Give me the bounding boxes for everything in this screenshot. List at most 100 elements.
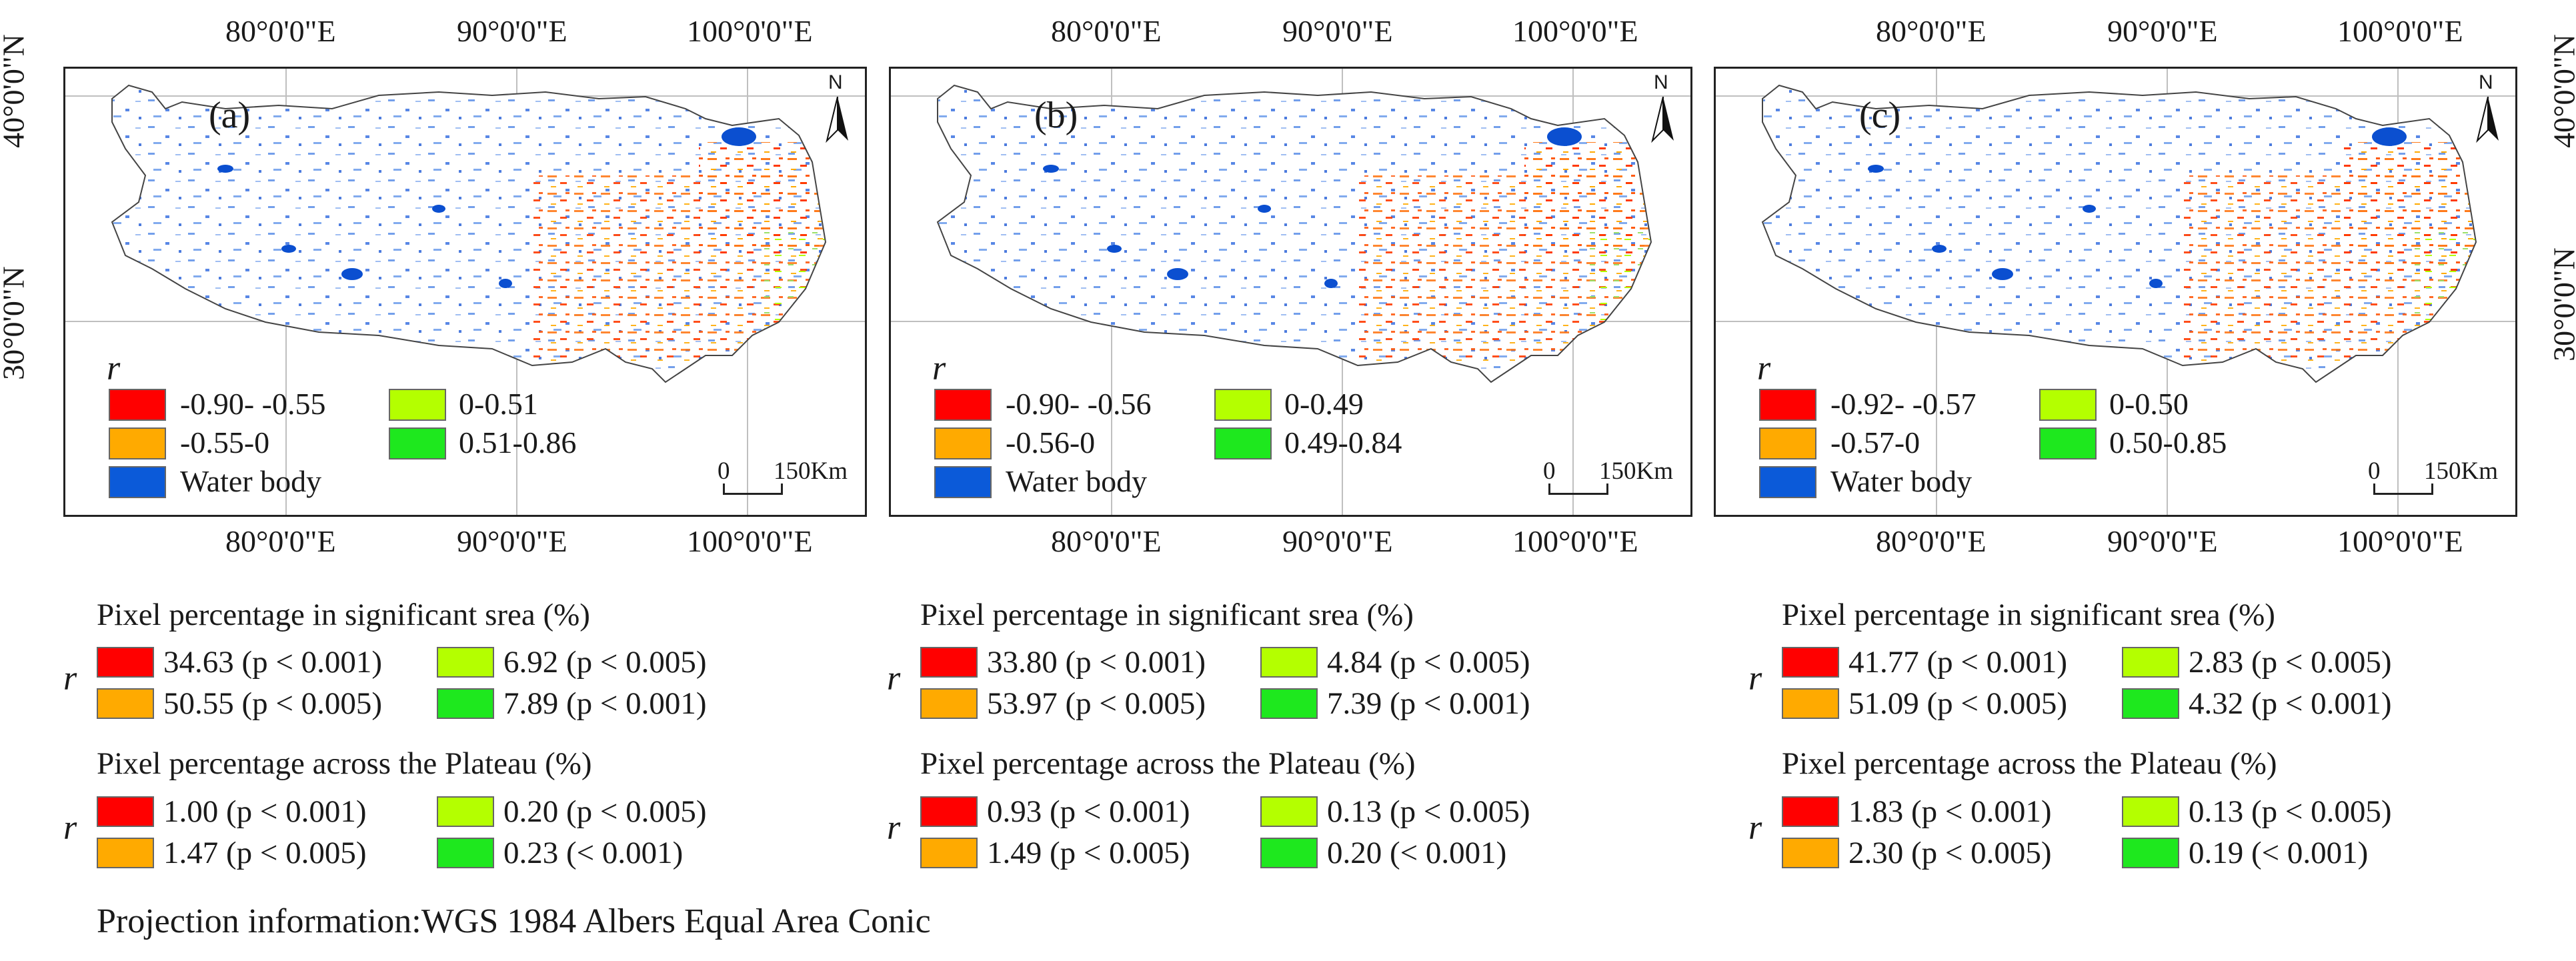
water-body-lake (1992, 268, 2013, 280)
north-arrow-icon (1651, 97, 1674, 143)
plat-swatch-negative (1782, 838, 1839, 868)
legend-title-r: r (107, 349, 121, 387)
legend-label-negative: -0.55-0 (180, 425, 270, 459)
sig-value-weak-positive: 6.92 (p < 0.005) (503, 645, 707, 680)
scale-bar-zero: 0 (718, 457, 730, 485)
water-body-lake (341, 268, 363, 280)
plateau-r: r (887, 809, 901, 847)
legend-swatch-weak-positive (2039, 389, 2097, 421)
plat-swatch-negative (97, 838, 154, 868)
legend-swatch-water (934, 466, 992, 498)
lon-label-top-90e: 90°0'0"E (2107, 14, 2218, 48)
lon-label-bottom-80e: 80°0'0"E (225, 524, 336, 558)
legend-label-negative: -0.56-0 (1006, 425, 1096, 459)
legend-label-weak-positive: 0-0.49 (1284, 387, 1364, 421)
plat-swatch-strong-positive (2122, 838, 2179, 868)
scale-bar-zero: 0 (2368, 457, 2381, 485)
north-arrow: N (819, 71, 856, 143)
legend-label-negative: -0.57-0 (1830, 425, 1920, 459)
legend-label-weak-positive: 0-0.50 (2109, 387, 2189, 421)
lon-label-bottom-100e: 100°0'0"E (2337, 524, 2463, 558)
water-body-lake (217, 165, 233, 173)
lon-label-top-80e: 80°0'0"E (1051, 14, 1162, 48)
water-body-qinghai-lake (2372, 127, 2407, 146)
water-body-lake (1258, 205, 1271, 213)
plateau-title: Pixel percentage across the Plateau (%) (920, 746, 1416, 781)
legend-label-strong-negative: -0.90- -0.56 (1006, 387, 1152, 421)
plateau-r: r (63, 809, 77, 847)
legend-label-water: Water body (1830, 464, 1973, 498)
legend-label-water: Water body (180, 464, 322, 498)
scale-bar (723, 484, 783, 495)
lon-label-top-100e: 100°0'0"E (1512, 14, 1638, 48)
sig-value-weak-positive: 4.84 (p < 0.005) (1327, 645, 1530, 680)
legend-swatch-negative (1759, 427, 1816, 459)
plat-swatch-weak-positive (1260, 796, 1318, 827)
plat-value-negative: 1.47 (p < 0.005) (163, 836, 367, 870)
plateau-title: Pixel percentage across the Plateau (%) (1782, 746, 2277, 781)
water-body-lake (1167, 268, 1188, 280)
legend-label-water: Water body (1006, 464, 1148, 498)
sig-swatch-strong-negative (920, 647, 978, 678)
plateau-title: Pixel percentage across the Plateau (%) (97, 746, 592, 781)
plateau-boundary (111, 84, 827, 383)
legend-title-r: r (932, 349, 946, 387)
plateau-map (111, 84, 827, 383)
sig-swatch-negative (1782, 688, 1839, 719)
significant-area-title: Pixel percentage in significant srea (%) (920, 598, 1414, 632)
plateau-map (1761, 84, 2477, 383)
lon-label-top-100e: 100°0'0"E (687, 14, 813, 48)
sig-swatch-weak-positive (2122, 647, 2179, 678)
plat-swatch-strong-positive (437, 838, 494, 868)
significant-area-title: Pixel percentage in significant srea (%) (97, 598, 590, 632)
sig-value-strong-positive: 7.39 (p < 0.001) (1327, 686, 1530, 721)
water-body-lake (1868, 165, 1884, 173)
legend-swatch-strong-positive (1214, 427, 1272, 459)
plat-value-strong-positive: 0.23 (< 0.001) (503, 836, 684, 870)
panel-label: (a) (209, 95, 251, 136)
water-body-lake (1932, 245, 1947, 253)
plateau-boundary (936, 84, 1652, 383)
legend-swatch-strong-negative (934, 389, 992, 421)
plat-swatch-weak-positive (2122, 796, 2179, 827)
lon-label-top-90e: 90°0'0"E (1282, 14, 1393, 48)
sig-value-negative: 50.55 (p < 0.005) (163, 686, 383, 721)
plat-swatch-negative (920, 838, 978, 868)
plat-value-weak-positive: 0.13 (p < 0.005) (2189, 794, 2392, 829)
legend-label-strong-negative: -0.90- -0.55 (180, 387, 326, 421)
lon-label-top-100e: 100°0'0"E (2337, 14, 2463, 48)
sig-value-weak-positive: 2.83 (p < 0.005) (2189, 645, 2392, 680)
significant-area-r: r (1748, 660, 1762, 698)
scale-bar-zero: 0 (1543, 457, 1556, 485)
map-frame: (b) N 0 150Km r -0.90- -0.56 -0.56-0 Wat… (889, 67, 1692, 517)
water-body-lake (2083, 205, 2096, 213)
sig-swatch-strong-positive (437, 688, 494, 719)
north-arrow-label: N (828, 71, 843, 93)
map-frame: (a) N 0 150Km r -0.90- -0.55 -0.55-0 Wat… (63, 67, 867, 517)
sig-swatch-weak-positive (437, 647, 494, 678)
lon-label-bottom-100e: 100°0'0"E (687, 524, 813, 558)
sig-value-strong-negative: 34.63 (p < 0.001) (163, 645, 383, 680)
sig-value-strong-positive: 7.89 (p < 0.001) (503, 686, 707, 721)
plat-swatch-strong-positive (1260, 838, 1318, 868)
water-body-qinghai-lake (722, 127, 756, 146)
map-frame: (c) N 0 150Km r -0.92- -0.57 -0.57-0 Wat… (1714, 67, 2517, 517)
plat-value-strong-negative: 0.93 (p < 0.001) (987, 794, 1190, 829)
sig-value-negative: 51.09 (p < 0.005) (1848, 686, 2068, 721)
sig-swatch-weak-positive (1260, 647, 1318, 678)
legend-swatch-negative (934, 427, 992, 459)
sig-swatch-negative (97, 688, 154, 719)
plat-value-strong-positive: 0.19 (< 0.001) (2189, 836, 2369, 870)
lon-label-top-80e: 80°0'0"E (1876, 14, 1987, 48)
legend-swatch-strong-positive (389, 427, 446, 459)
legend-swatch-strong-negative (1759, 389, 1816, 421)
significant-area-title: Pixel percentage in significant srea (%) (1782, 598, 2275, 632)
plateau-r: r (1748, 809, 1762, 847)
legend-swatch-water (1759, 466, 1816, 498)
sig-value-strong-negative: 41.77 (p < 0.001) (1848, 645, 2068, 680)
north-arrow-icon (2476, 97, 2499, 143)
projection-info: Projection information:WGS 1984 Albers E… (97, 902, 931, 940)
lon-label-bottom-90e: 90°0'0"E (1282, 524, 1393, 558)
north-arrow-icon (826, 97, 848, 143)
plat-value-weak-positive: 0.13 (p < 0.005) (1327, 794, 1530, 829)
